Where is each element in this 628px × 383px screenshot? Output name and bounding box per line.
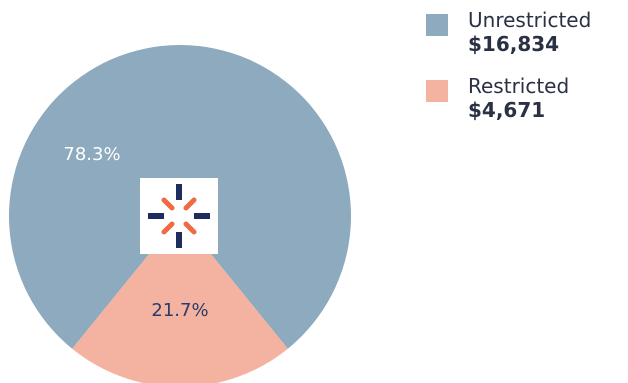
legend-text-unrestricted: Unrestricted $16,834 [468, 8, 591, 56]
legend: Unrestricted $16,834 Restricted $4,671 [426, 8, 626, 140]
legend-value-restricted: $4,671 [468, 98, 546, 122]
pie-labels: 78.3% 21.7% [63, 144, 208, 321]
pie-slice-restricted [72, 216, 288, 383]
legend-value-unrestricted: $16,834 [468, 32, 560, 56]
legend-item-restricted: Restricted $4,671 [426, 74, 626, 140]
burst-logo-icon [140, 178, 218, 254]
legend-item-unrestricted: Unrestricted $16,834 [426, 8, 626, 74]
legend-swatch-unrestricted [426, 14, 448, 36]
legend-swatch-restricted [426, 80, 448, 102]
slice-percent-label-restricted: 21.7% [151, 300, 208, 321]
legend-label-unrestricted: Unrestricted [468, 8, 592, 32]
legend-label-restricted: Restricted [468, 74, 570, 98]
slice-percent-label-unrestricted: 78.3% [63, 144, 120, 165]
legend-text-restricted: Restricted $4,671 [468, 74, 569, 122]
